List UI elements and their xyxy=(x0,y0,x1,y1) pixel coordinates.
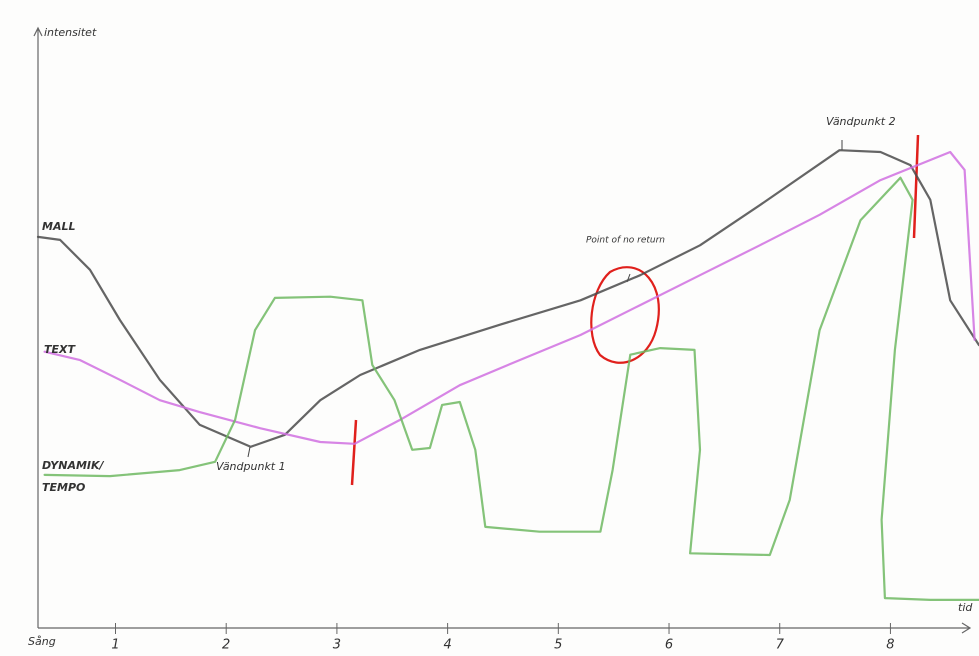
series-label: MALL xyxy=(42,220,75,233)
annotation: Point of no return xyxy=(586,236,665,246)
x-axis xyxy=(38,623,970,633)
series-line xyxy=(38,150,979,447)
x-tick-label: 3 xyxy=(333,638,341,653)
x-axis-label: tid xyxy=(958,601,973,614)
x-tick-label: 4 xyxy=(443,638,451,653)
x-start-label: Sång xyxy=(28,635,56,648)
x-tick-label: 6 xyxy=(665,638,673,653)
series-line xyxy=(45,178,979,600)
x-tick-label: 1 xyxy=(111,638,119,653)
annotation: Vändpunkt 2 xyxy=(826,115,896,128)
series-line xyxy=(45,152,975,444)
x-tick-label: 5 xyxy=(554,638,562,653)
series-label: TEXT xyxy=(44,343,76,356)
x-tick-label: 8 xyxy=(886,638,894,653)
x-tick-label: 2 xyxy=(222,638,230,653)
y-axis xyxy=(34,28,42,628)
red-marker xyxy=(352,135,918,485)
y-axis-label: intensitet xyxy=(44,26,97,39)
page: {"chart_data": { "type": "line", "y_axis… xyxy=(0,0,979,656)
x-tick-label: 7 xyxy=(776,638,785,653)
chart: intensitet tid Sång Vändpunkt 1 Vändpunk… xyxy=(0,0,979,656)
annotation: Vändpunkt 1 xyxy=(216,460,286,473)
